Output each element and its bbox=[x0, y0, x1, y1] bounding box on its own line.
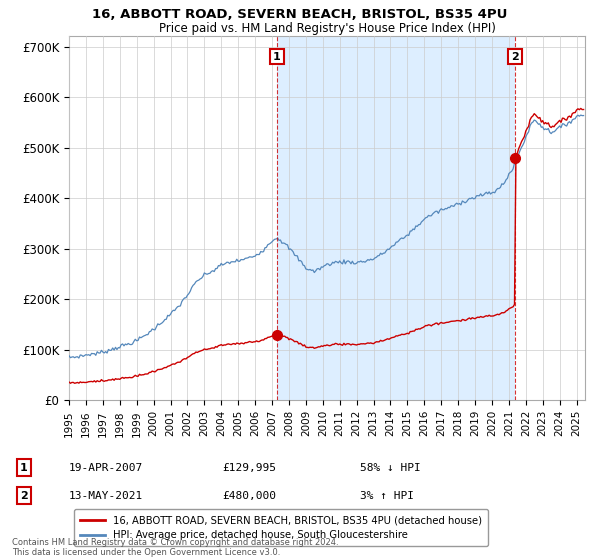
Text: 3% ↑ HPI: 3% ↑ HPI bbox=[360, 491, 414, 501]
Bar bbox=[277, 36, 515, 400]
Text: £129,995: £129,995 bbox=[222, 463, 276, 473]
Text: 2: 2 bbox=[511, 52, 519, 62]
Text: 1: 1 bbox=[20, 463, 28, 473]
Text: £480,000: £480,000 bbox=[222, 491, 276, 501]
Text: 16, ABBOTT ROAD, SEVERN BEACH, BRISTOL, BS35 4PU: 16, ABBOTT ROAD, SEVERN BEACH, BRISTOL, … bbox=[92, 8, 508, 21]
Text: 1: 1 bbox=[273, 52, 281, 62]
Text: 13-MAY-2021: 13-MAY-2021 bbox=[69, 491, 143, 501]
Text: 2: 2 bbox=[20, 491, 28, 501]
Text: Contains HM Land Registry data © Crown copyright and database right 2024.
This d: Contains HM Land Registry data © Crown c… bbox=[12, 538, 338, 557]
Text: 19-APR-2007: 19-APR-2007 bbox=[69, 463, 143, 473]
Legend: 16, ABBOTT ROAD, SEVERN BEACH, BRISTOL, BS35 4PU (detached house), HPI: Average : 16, ABBOTT ROAD, SEVERN BEACH, BRISTOL, … bbox=[74, 509, 488, 546]
Title: Price paid vs. HM Land Registry's House Price Index (HPI): Price paid vs. HM Land Registry's House … bbox=[158, 22, 496, 35]
Text: 58% ↓ HPI: 58% ↓ HPI bbox=[360, 463, 421, 473]
